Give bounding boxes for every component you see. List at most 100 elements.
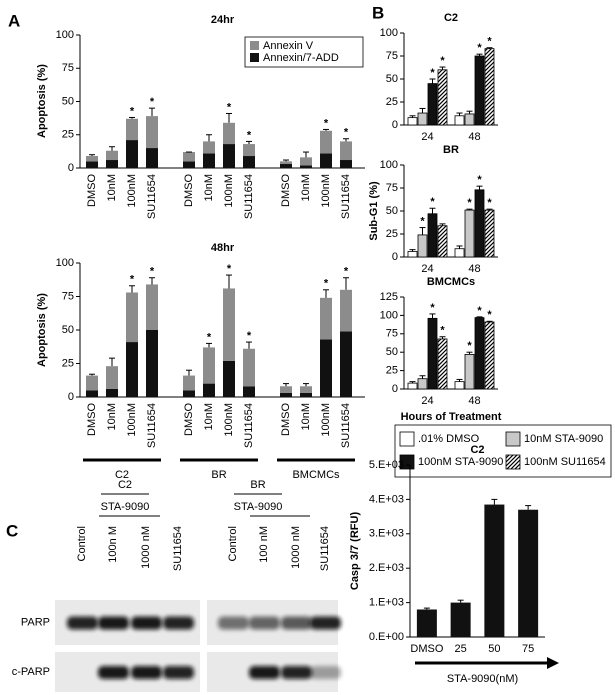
- y-tick-label: 0: [392, 119, 398, 131]
- y-tick-label: 50: [386, 73, 398, 85]
- bar-segment: [183, 390, 195, 397]
- chart-title: C2: [470, 444, 484, 456]
- x-tick-label: 10nM: [106, 174, 118, 202]
- bar-segment: [126, 292, 138, 343]
- x-tick-label: 25: [455, 643, 467, 655]
- bar-segment: [223, 144, 235, 168]
- bar: [484, 504, 505, 637]
- bar: [464, 209, 475, 258]
- bar: [427, 317, 438, 390]
- bar: [437, 338, 448, 390]
- y-tick-label: 75: [62, 62, 74, 74]
- blot-band: [131, 616, 162, 630]
- x-tick-label: 24: [421, 131, 433, 143]
- lane-label: 100n M: [107, 526, 119, 563]
- group-label: BR: [211, 469, 226, 481]
- x-axis-label: STA-9090(nM): [447, 673, 518, 685]
- x-tick-label: DMSO: [280, 174, 292, 207]
- significance-marker: *: [430, 302, 435, 314]
- blot-band: [281, 666, 312, 679]
- significance-marker: *: [324, 117, 329, 129]
- bar: [450, 602, 471, 637]
- x-tick-label: DMSO: [86, 174, 98, 207]
- group-label: BMCMCs: [292, 469, 340, 481]
- blot-band: [310, 666, 341, 679]
- bar-segment: [106, 366, 118, 389]
- y-tick-label: 1.E+03: [369, 597, 404, 609]
- significance-marker: *: [487, 309, 492, 321]
- legend-label: Annexin/7-ADD: [263, 52, 339, 64]
- x-tick-label: SU11654: [340, 403, 352, 448]
- y-tick-label: 0: [68, 391, 74, 403]
- treatment-label: STA-9090: [101, 501, 150, 513]
- x-tick-label: 50: [488, 643, 500, 655]
- x-tick-label: 100nM: [320, 403, 332, 437]
- bar-segment: [243, 144, 255, 157]
- y-tick-label: 25: [62, 129, 74, 141]
- y-tick-label: 100: [56, 29, 74, 41]
- bar-segment: [106, 160, 118, 168]
- bar-segment: [340, 141, 352, 161]
- bar: [407, 117, 418, 126]
- y-tick-label: 0: [392, 383, 398, 395]
- y-tick-label: 75: [386, 328, 398, 340]
- bar: [427, 83, 438, 126]
- x-tick-label: 10nM: [106, 403, 118, 431]
- bar: [474, 55, 485, 126]
- y-tick-label: 4.E+03: [369, 493, 404, 505]
- significance-marker: *: [477, 174, 482, 186]
- y-tick-label: 25: [386, 228, 398, 240]
- x-tick-label: DMSO: [280, 403, 292, 436]
- significance-marker: *: [344, 266, 349, 278]
- significance-marker: *: [420, 215, 425, 227]
- significance-marker: *: [247, 129, 252, 141]
- x-tick-label: SU11654: [146, 403, 158, 448]
- chart-title: 24hr: [211, 14, 235, 26]
- bar-segment: [126, 140, 138, 168]
- y-tick-label: 25: [386, 365, 398, 377]
- y-tick-label: 75: [386, 50, 398, 62]
- legend-swatch: [399, 431, 415, 447]
- bar: [518, 509, 539, 637]
- x-tick-label: 24: [421, 263, 433, 275]
- y-tick-label: 50: [62, 324, 74, 336]
- bar: [417, 112, 428, 126]
- bar-segment: [340, 331, 352, 397]
- legend-swatch: [505, 431, 521, 447]
- chart-title: BR: [443, 144, 459, 156]
- bar: [454, 115, 465, 126]
- y-axis-label: Apoptosis (%): [36, 293, 48, 367]
- significance-marker: *: [430, 196, 435, 208]
- x-tick-label: 100nM: [320, 174, 332, 208]
- bar-segment: [203, 383, 215, 397]
- bar-segment: [86, 390, 98, 397]
- y-tick-label: 2.E+03: [369, 562, 404, 574]
- blot-band: [98, 616, 129, 630]
- lane-label: Control: [76, 526, 88, 561]
- x-tick-label: 48: [468, 131, 480, 143]
- significance-marker: *: [130, 105, 135, 117]
- chart-title: 48hr: [211, 242, 235, 254]
- x-tick-label: DMSO: [183, 174, 195, 207]
- lane-label: SU11654: [319, 526, 331, 571]
- bar-segment: [183, 375, 195, 391]
- x-tick-label: 48: [468, 395, 480, 407]
- bar-segment: [146, 116, 158, 149]
- bar-segment: [243, 386, 255, 397]
- bar: [484, 321, 495, 390]
- bar-segment: [183, 161, 195, 168]
- x-tick-label: SU11654: [243, 174, 255, 219]
- group-label: C2: [115, 469, 129, 481]
- bar-segment: [126, 118, 138, 141]
- bar-segment: [223, 288, 235, 361]
- arrow-head: [547, 657, 559, 669]
- y-tick-label: 75: [62, 290, 74, 302]
- bar-segment: [243, 156, 255, 168]
- significance-marker: *: [130, 274, 135, 286]
- significance-marker: *: [247, 330, 252, 342]
- bar-segment: [203, 347, 215, 384]
- bar-segment: [340, 289, 352, 332]
- bar-segment: [126, 342, 138, 397]
- x-tick-label: SU11654: [340, 174, 352, 219]
- x-tick-label: 75: [522, 643, 534, 655]
